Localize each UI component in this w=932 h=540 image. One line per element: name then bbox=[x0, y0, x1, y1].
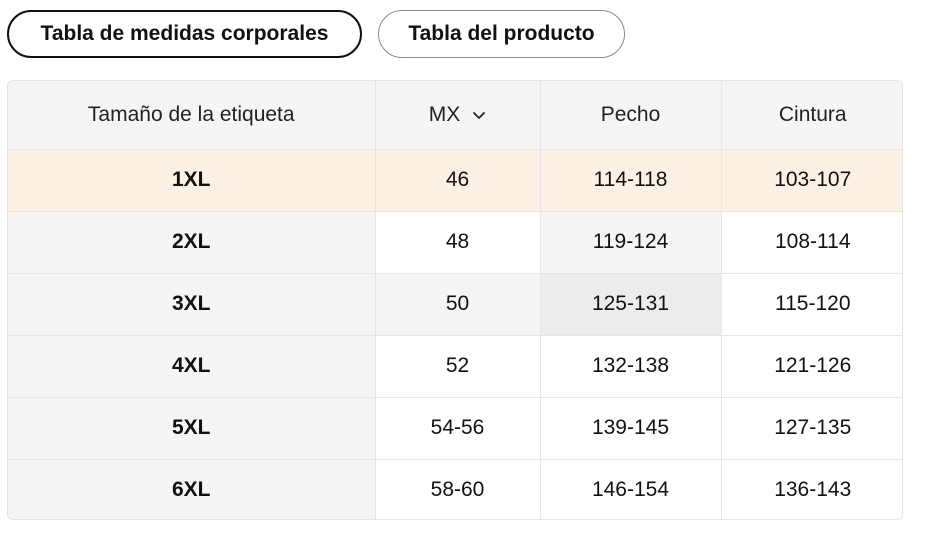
cell-waist: 108-114 bbox=[721, 211, 902, 274]
table-row: 5XL 54-56 139-145 127-135 bbox=[8, 397, 902, 460]
table-row: 1XL 46 114-118 103-107 bbox=[8, 149, 902, 212]
table-row: 6XL 58-60 146-154 136-143 bbox=[8, 459, 902, 519]
cell-size: 6XL bbox=[8, 459, 376, 519]
table-row: 4XL 52 132-138 121-126 bbox=[8, 335, 902, 398]
region-select[interactable]: MX bbox=[429, 103, 487, 127]
cell-mx: 54-56 bbox=[375, 397, 541, 460]
tab-product-measurements[interactable]: Tabla del producto bbox=[378, 10, 625, 58]
cell-chest: 125-131 bbox=[540, 273, 722, 336]
cell-mx: 46 bbox=[375, 149, 541, 212]
header-size: Tamaño de la etiqueta bbox=[8, 81, 376, 150]
cell-chest: 146-154 bbox=[540, 459, 722, 519]
cell-chest: 119-124 bbox=[540, 211, 722, 274]
cell-size: 5XL bbox=[8, 397, 376, 460]
cell-size: 4XL bbox=[8, 335, 376, 398]
table-row: 3XL 50 125-131 115-120 bbox=[8, 273, 902, 336]
cell-mx: 48 bbox=[375, 211, 541, 274]
header-region[interactable]: MX bbox=[375, 81, 541, 150]
cell-mx: 50 bbox=[375, 273, 541, 336]
cell-mx: 52 bbox=[375, 335, 541, 398]
cell-chest: 139-145 bbox=[540, 397, 722, 460]
table-header-row: Tamaño de la etiqueta MX Pecho Cintura bbox=[8, 81, 902, 150]
tab-body-measurements[interactable]: Tabla de medidas corporales bbox=[7, 10, 362, 58]
cell-waist: 136-143 bbox=[721, 459, 902, 519]
cell-size: 3XL bbox=[8, 273, 376, 336]
header-chest: Pecho bbox=[540, 81, 722, 150]
cell-waist: 103-107 bbox=[721, 149, 902, 212]
header-waist: Cintura bbox=[721, 81, 902, 150]
cell-waist: 127-135 bbox=[721, 397, 902, 460]
cell-size: 2XL bbox=[8, 211, 376, 274]
table-row: 2XL 48 119-124 108-114 bbox=[8, 211, 902, 274]
region-select-label: MX bbox=[428, 102, 461, 126]
chevron-down-icon bbox=[473, 111, 486, 119]
tab-bar: Tabla de medidas corporales Tabla del pr… bbox=[7, 10, 625, 58]
cell-waist: 121-126 bbox=[721, 335, 902, 398]
cell-size: 1XL bbox=[8, 149, 376, 212]
cell-mx: 58-60 bbox=[375, 459, 541, 519]
cell-chest: 114-118 bbox=[540, 149, 722, 212]
cell-waist: 115-120 bbox=[721, 273, 902, 336]
size-chart-table: Tamaño de la etiqueta MX Pecho Cintura 1… bbox=[7, 80, 903, 520]
cell-chest: 132-138 bbox=[540, 335, 722, 398]
